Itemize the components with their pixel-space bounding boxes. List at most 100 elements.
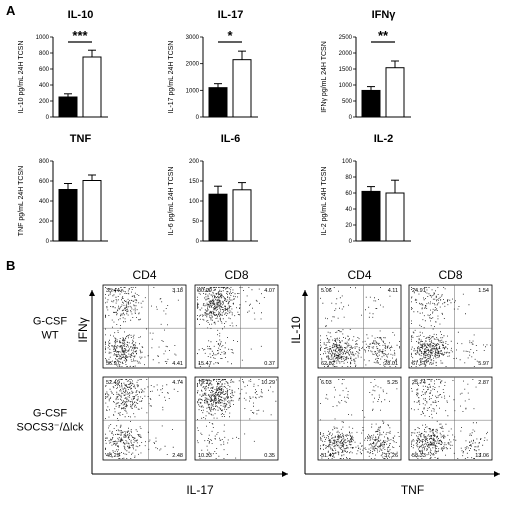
x-axis-title: TNF <box>401 483 424 497</box>
plot-frame <box>317 376 402 461</box>
plot-frame <box>194 284 279 369</box>
row-header-line1: G-CSF <box>33 408 68 420</box>
y-axis-label: TNF pg/mL 24H TCSN <box>18 166 25 236</box>
bar <box>82 180 102 242</box>
y-tick-label: 0 <box>46 115 50 121</box>
quadrant-percentage: 56.97 <box>106 361 120 367</box>
y-tick-label: 1000 <box>36 35 50 41</box>
row-header-line2: SOCS3⁻/Δlck <box>17 422 84 434</box>
y-tick-label: 200 <box>189 159 200 165</box>
quadrant-percentage: 4.41 <box>172 361 183 367</box>
quadrant-percentage: 10.29 <box>261 380 275 386</box>
dot-plot-1: 35.44 3.18 56.97 4.41 <box>102 284 187 369</box>
bar-chart-6: IL-2 IL-2 pg/mL 24H TCSN 0 20 40 60 80 100 <box>321 133 411 245</box>
bar <box>58 189 78 242</box>
quadrant-percentage: 2.87 <box>478 380 489 386</box>
bar <box>208 87 228 118</box>
dot-plot-4: 24.91 1.54 67.57 5.97 <box>408 284 493 369</box>
bar-chart-1: IL-10 IL-10 pg/mL 24H TCSN 0 200 400 600 800 10… <box>18 9 108 121</box>
y-tick-label: 500 <box>342 99 353 105</box>
quadrant-percentage: 25.74 <box>412 380 426 386</box>
significance-label: * <box>227 28 233 43</box>
y-axis-label: IL-2 pg/mL 24H TCSN <box>321 167 328 236</box>
quadrant-percentage: 5.06 <box>321 288 332 294</box>
chart-title: TNF <box>70 133 92 145</box>
quadrant-percentage: 4.11 <box>388 288 398 294</box>
y-tick-label: 1000 <box>186 88 200 94</box>
dot-plot-2: 80.09 4.07 15.47 0.37 <box>194 284 279 369</box>
bar <box>208 193 228 242</box>
bar-chart-5: IL-6 IL-6 pg/mL 24H TCSN 0 50 100 150 200 <box>168 133 258 245</box>
quadrant-percentage: 13.06 <box>475 453 489 459</box>
y-tick-label: 60 <box>345 191 352 197</box>
quadrant-percentage: 67.57 <box>412 361 426 367</box>
y-tick-label: 3000 <box>186 35 200 41</box>
y-tick-label: 100 <box>189 199 200 205</box>
chart-title: IL-17 <box>218 9 244 21</box>
quadrant-percentage: 3.18 <box>172 288 183 294</box>
x-axis-arrowhead <box>282 471 288 477</box>
x-axis-title: IL-17 <box>186 483 214 497</box>
y-tick-label: 0 <box>196 115 200 121</box>
quadrant-percentage: 24.91 <box>412 288 426 294</box>
chart-title: IFNγ <box>372 9 397 21</box>
quadrant-percentage: 6.03 <box>321 380 332 386</box>
dot-plot-5: 52.49 4.74 40.29 2.48 <box>102 376 187 461</box>
significance-label: *** <box>72 28 88 43</box>
bar <box>361 190 381 242</box>
y-tick-label: 150 <box>189 179 200 185</box>
x-axis-arrowhead <box>494 471 500 477</box>
bar-chart-4: TNF TNF pg/mL 24H TCSN 0 200 400 600 800 <box>18 133 108 245</box>
quadrant-percentage: 37.26 <box>384 453 398 459</box>
plot-frame <box>408 284 493 369</box>
quadrant-percentage: 4.74 <box>172 380 183 386</box>
right-axes: IL-10 TNF <box>289 290 500 497</box>
plot-frame <box>102 284 187 369</box>
y-tick-label: 0 <box>46 239 50 245</box>
quadrant-percentage: 15.47 <box>198 361 212 367</box>
dot-plot-8: 25.74 2.87 58.33 13.06 <box>408 376 493 461</box>
y-tick-label: 2000 <box>186 62 200 68</box>
y-axis-title: IFNγ <box>76 317 90 342</box>
y-tick-label: 20 <box>345 223 352 229</box>
quadrant-percentage: 52.49 <box>106 380 120 386</box>
column-header: CD4 <box>347 268 371 282</box>
y-tick-label: 0 <box>349 239 353 245</box>
left-axes: IFNγ IL-17 <box>76 290 288 497</box>
column-header: CD8 <box>438 268 462 282</box>
quadrant-percentage: 51.47 <box>321 453 335 459</box>
y-tick-label: 400 <box>39 83 50 89</box>
y-axis-label: IFNγ pg/mL 24H TCSN <box>321 41 328 113</box>
bar-chart-2: IL-17 IL-17 pg/mL 24H TCSN 0 1000 2000 3000 * <box>168 9 258 121</box>
bar <box>232 59 252 118</box>
row-header-line2: WT <box>41 330 58 342</box>
bar <box>361 89 381 118</box>
bar <box>58 96 78 118</box>
quadrant-percentage: 5.25 <box>387 380 398 386</box>
event-dots <box>411 287 491 367</box>
quadrant-percentage: 58.33 <box>412 453 426 459</box>
event-dots <box>320 379 400 459</box>
event-dots <box>411 379 488 459</box>
panel-a-label: A <box>6 3 16 18</box>
quadrant-percentage: 79.12 <box>198 380 212 386</box>
y-tick-label: 600 <box>39 67 50 73</box>
y-tick-label: 200 <box>39 219 50 225</box>
column-header: CD4 <box>132 268 156 282</box>
y-axis-arrowhead <box>89 290 95 296</box>
significance-label: ** <box>378 28 389 43</box>
plot-frame <box>102 376 187 461</box>
y-tick-label: 2000 <box>339 51 353 57</box>
y-tick-label: 200 <box>39 99 50 105</box>
y-tick-label: 50 <box>192 219 199 225</box>
quadrant-percentage: 10.33 <box>198 453 212 459</box>
dot-plot-7: 6.03 5.25 51.47 37.26 <box>317 376 402 461</box>
quadrant-percentage: 0.35 <box>264 453 275 459</box>
panel-b-label: B <box>6 258 15 273</box>
y-axis-label: IL-17 pg/mL 24H TCSN <box>168 41 175 114</box>
bar <box>385 192 405 242</box>
quadrant-percentage: 62.82 <box>321 361 335 367</box>
bar-chart-3: IFNγ IFNγ pg/mL 24H TCSN 0 500 1000 1500 2000 2… <box>321 9 411 121</box>
flow-cytometry-panel: CD4 CD8 CD4 CD8G-CSFWTG-CSFSOCS3⁻/ΔlckIFNγI… <box>17 268 500 497</box>
